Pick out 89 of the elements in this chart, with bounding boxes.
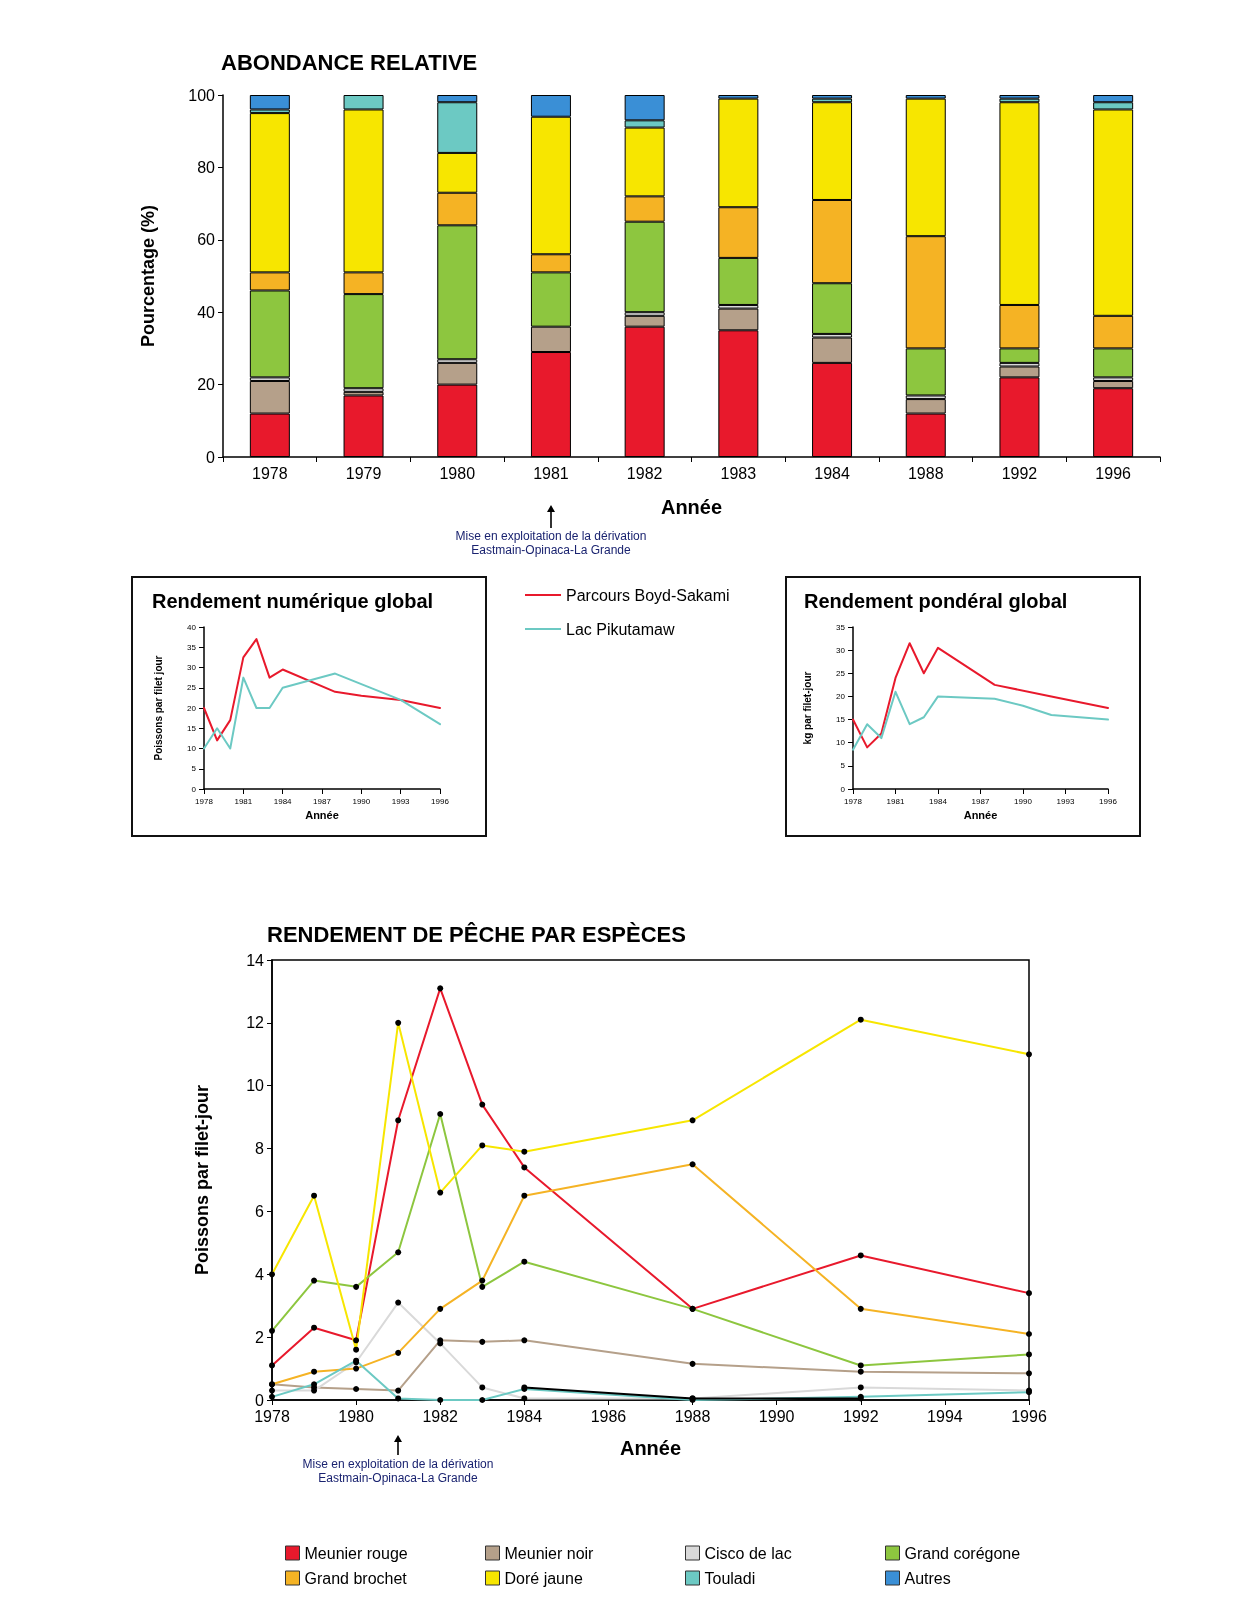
x-tick-label: 1981 — [234, 796, 253, 806]
x-tick-label: 1978 — [195, 796, 214, 806]
y-tick-label: 4 — [255, 1265, 265, 1283]
y-tick-label: 15 — [187, 723, 197, 733]
legend-label: Grand brochet — [304, 1569, 408, 1587]
x-tick-label: 1982 — [626, 464, 663, 482]
y-axis-title: Poissons par filet-jour — [192, 1084, 213, 1276]
x-tick-label: 1983 — [720, 464, 757, 482]
legend-label: Meunier rouge — [304, 1544, 408, 1562]
x-tick-label: 1978 — [254, 1407, 290, 1425]
y-tick-label: 5 — [191, 764, 197, 774]
y-tick-label: 0 — [206, 448, 216, 466]
legend-label: Doré jaune — [504, 1569, 583, 1587]
chart-title: ABONDANCE RELATIVE — [221, 49, 478, 75]
x-tick-label: 1996 — [431, 796, 450, 806]
x-tick-label: 1987 — [971, 796, 990, 806]
y-tick-label: 8 — [255, 1140, 265, 1158]
y-tick-label: 5 — [840, 761, 846, 771]
chart-title: Rendement numérique global — [152, 590, 434, 612]
x-tick-label: 1994 — [927, 1407, 963, 1425]
x-tick-label: 1978 — [252, 464, 288, 482]
legend-label: Autres — [904, 1569, 951, 1587]
y-tick-label: 12 — [246, 1014, 265, 1032]
x-tick-label: 1986 — [590, 1407, 627, 1425]
x-tick-label: 1979 — [345, 464, 382, 482]
legend-label: Lac Pikutamaw — [566, 620, 675, 638]
x-tick-label: 1984 — [506, 1407, 543, 1425]
x-axis-title: Année — [305, 809, 339, 822]
x-tick-label: 1992 — [842, 1407, 879, 1425]
y-tick-label: 25 — [836, 668, 846, 678]
legend-label: Meunier noir — [504, 1544, 595, 1562]
x-tick-label: 1993 — [1056, 796, 1075, 806]
x-tick-label: 1990 — [758, 1407, 795, 1425]
x-tick-label: 1981 — [533, 464, 569, 482]
x-tick-label: 1988 — [674, 1407, 711, 1425]
x-tick-label: 1996 — [1099, 796, 1118, 806]
x-tick-label: 1990 — [352, 796, 371, 806]
y-tick-label: 2 — [255, 1328, 265, 1346]
x-tick-label: 1980 — [439, 464, 476, 482]
x-tick-label: 1978 — [844, 796, 863, 806]
y-axis-title: Pourcentage (%) — [138, 204, 159, 348]
y-tick-label: 25 — [187, 683, 197, 693]
x-tick-label: 1984 — [814, 464, 850, 482]
y-tick-label: 40 — [187, 622, 197, 632]
y-tick-label: 30 — [836, 645, 846, 655]
x-tick-label: 1984 — [929, 796, 948, 806]
x-tick-label: 1984 — [273, 796, 293, 806]
x-tick-label: 1982 — [422, 1407, 459, 1425]
x-tick-label: 1993 — [391, 796, 411, 806]
y-tick-label: 6 — [255, 1202, 265, 1220]
y-tick-label: 35 — [187, 642, 197, 652]
y-tick-label: 80 — [197, 158, 216, 176]
text: Mise en exploitation de la dérivation Eastmain-Opinaca-La Grande — [455, 529, 647, 557]
y-tick-label: 10 — [187, 744, 197, 753]
y-tick-label: 20 — [836, 691, 846, 701]
y-axis-title: Poissons par filet jour — [153, 655, 165, 761]
x-tick-label: 1996 — [1011, 1407, 1047, 1425]
x-tick-label: 1996 — [1095, 464, 1132, 482]
x-tick-label: 1992 — [1001, 464, 1038, 482]
y-tick-label: 60 — [197, 231, 216, 249]
x-tick-label: 1990 — [1014, 796, 1033, 806]
x-axis-title: Année — [660, 496, 723, 518]
y-tick-label: 15 — [836, 715, 846, 725]
chart-title: Rendement pondéral global — [804, 590, 1068, 612]
y-tick-label: 0 — [191, 784, 197, 794]
legend-label: Grand corégone — [904, 1544, 1021, 1562]
legend-label: Cisco de lac — [704, 1544, 792, 1562]
y-tick-label: 30 — [187, 663, 197, 672]
y-tick-label: 35 — [836, 622, 846, 632]
y-tick-label: 0 — [840, 784, 846, 794]
x-tick-label: 1988 — [907, 464, 944, 482]
y-axis-title: kg par filet-jour — [802, 671, 814, 745]
x-axis-title: Année — [619, 1437, 682, 1459]
x-axis-title: Année — [963, 809, 998, 822]
chart-title: RENDEMENT DE PÊCHE PAR ESPÈCES — [267, 921, 686, 947]
y-tick-label: 20 — [187, 703, 197, 713]
y-tick-label: 10 — [246, 1077, 265, 1095]
y-tick-label: 100 — [188, 86, 216, 104]
y-tick-label: 10 — [836, 738, 846, 748]
y-tick-label: 40 — [197, 303, 216, 321]
legend-label: Parcours Boyd-Sakami — [566, 586, 730, 604]
x-tick-label: 1981 — [886, 796, 905, 806]
x-tick-label: 1987 — [313, 796, 332, 806]
legend-label: Touladi — [704, 1569, 756, 1587]
y-tick-label: 20 — [197, 376, 216, 394]
x-tick-label: 1980 — [338, 1407, 375, 1425]
text: Mise en exploitation de la dérivation Eastmain-Opinaca-La Grande — [302, 1457, 494, 1485]
y-tick-label: 14 — [246, 951, 265, 969]
y-tick-label: 0 — [255, 1391, 265, 1409]
